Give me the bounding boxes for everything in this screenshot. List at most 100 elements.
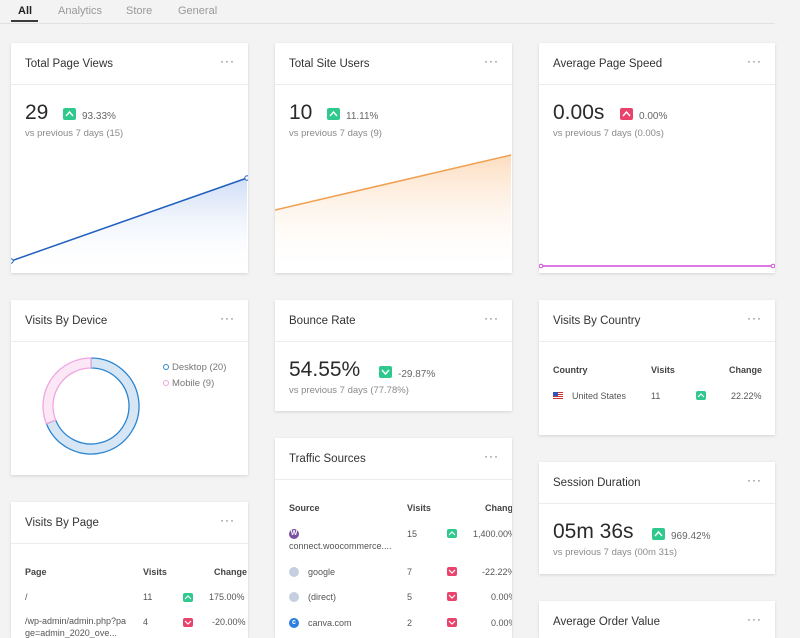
globe-icon (289, 567, 299, 577)
tab-general[interactable]: General (178, 5, 218, 17)
country-name: United States (572, 391, 627, 401)
more-options-icon[interactable]: ··· (220, 54, 235, 68)
country-visits: 11 (651, 391, 661, 401)
trend-up-icon (447, 529, 457, 538)
page-speed-comparison: vs previous 7 days (0.00s) (553, 128, 664, 139)
legend-mobile: Mobile (9) (163, 378, 214, 389)
card-title: Total Site Users (289, 58, 370, 70)
tab-bar: All Analytics Store General (0, 0, 775, 24)
country-change: 22.22% (731, 391, 762, 401)
total-page-views-card: Total Page Views ··· 29 93.33% vs previou… (11, 43, 248, 273)
more-options-icon[interactable]: ··· (484, 54, 499, 68)
visits-by-device-card: Visits By Device ··· Desktop (20) Mobile … (11, 300, 248, 475)
visits-by-page-card: Visits By Page ··· Page Visits Change / 1… (11, 502, 248, 638)
source-change: 0.00% (491, 618, 512, 628)
traffic-sources-card: Traffic Sources··· Source Visits Change … (275, 438, 512, 638)
more-options-icon[interactable]: ··· (484, 311, 499, 325)
source-name: google (308, 567, 336, 577)
trend-up-icon (620, 108, 633, 120)
session-duration-card: Session Duration ··· 05m 36s 969.42% vs p… (539, 462, 775, 574)
device-donut-chart (42, 357, 140, 455)
source-name: connect.woocommerce.... (289, 541, 392, 551)
card-title: Average Page Speed (553, 58, 663, 70)
change-column-header: Change (214, 567, 248, 577)
trend-up-icon (183, 593, 193, 602)
card-title: Average Order Value (553, 616, 660, 628)
session-duration-comparison: vs previous 7 days (00m 31s) (553, 547, 678, 558)
page-views-trend-chart (11, 175, 248, 273)
trend-up-icon (696, 391, 706, 400)
tab-all[interactable]: All (18, 5, 33, 17)
page-views-value: 29 (25, 101, 49, 124)
more-options-icon[interactable]: ··· (747, 311, 762, 325)
us-flag-icon (553, 392, 563, 399)
trend-down-icon (379, 366, 392, 378)
session-duration-value: 05m 36s (553, 520, 634, 543)
page-visits: 11 (143, 592, 153, 602)
bounce-rate-value: 54.55% (289, 358, 361, 381)
source-change: 0.00% (491, 592, 512, 602)
card-title: Visits By Page (25, 517, 99, 529)
source-visits: 2 (407, 618, 413, 628)
trend-down-icon (183, 618, 193, 627)
source-name: canva.com (308, 618, 352, 628)
source-visits: 15 (407, 529, 418, 539)
card-title: Traffic Sources (289, 453, 366, 465)
country-column-header: Country (553, 365, 588, 375)
page-speed-trend-chart (539, 263, 775, 269)
source-visits: 7 (407, 567, 413, 577)
average-order-value-card: Average Order Value ··· (539, 601, 775, 638)
page-path: /wp-admin/admin.php?page=admin_2020_ove.… (25, 616, 127, 638)
site-users-change: 11.11% (346, 111, 379, 122)
more-options-icon[interactable]: ··· (747, 612, 762, 626)
source-change: -22.22% (482, 567, 512, 577)
page-views-comparison: vs previous 7 days (15) (25, 128, 124, 139)
trend-up-icon (63, 108, 76, 120)
page-views-change: 93.33% (82, 111, 116, 122)
bounce-rate-comparison: vs previous 7 days (77.78%) (289, 385, 409, 396)
session-duration-change: 969.42% (671, 531, 711, 542)
woocommerce-icon: W (289, 529, 299, 539)
average-page-speed-card: Average Page Speed ··· 0.00s 0.00% vs pre… (539, 43, 775, 273)
more-options-icon[interactable]: ··· (747, 473, 762, 487)
card-title: Session Duration (553, 477, 641, 489)
active-tab-indicator (11, 20, 38, 22)
card-title: Total Page Views (25, 58, 114, 70)
site-users-trend-chart (275, 154, 512, 273)
more-options-icon[interactable]: ··· (484, 449, 499, 463)
card-title: Bounce Rate (289, 315, 356, 327)
globe-icon (289, 592, 299, 602)
legend-desktop: Desktop (20) (163, 362, 226, 373)
source-change: 1,400.00% (473, 529, 512, 539)
change-column-header: Change (729, 365, 763, 375)
page-column-header: Page (25, 567, 47, 577)
tab-store[interactable]: Store (126, 5, 153, 17)
more-options-icon[interactable]: ··· (220, 311, 235, 325)
card-title: Visits By Country (553, 315, 641, 327)
total-site-users-card: Total Site Users ··· 10 11.11% vs previou… (275, 43, 512, 273)
desktop-legend-dot (163, 364, 169, 370)
page-change: -20.00% (212, 617, 246, 627)
site-users-value: 10 (289, 101, 313, 124)
site-users-comparison: vs previous 7 days (9) (289, 128, 382, 139)
trend-up-icon (327, 108, 340, 120)
source-name: (direct) (308, 592, 337, 602)
change-column-header: Change (485, 503, 512, 513)
page-visits: 4 (143, 617, 149, 627)
trend-down-icon (447, 618, 457, 627)
page-path: / (25, 592, 28, 602)
more-options-icon[interactable]: ··· (220, 513, 235, 527)
visits-column-header: Visits (651, 365, 675, 375)
source-visits: 5 (407, 592, 413, 602)
tab-analytics[interactable]: Analytics (58, 5, 103, 17)
visits-column-header: Visits (407, 503, 431, 513)
card-title: Visits By Device (25, 315, 108, 327)
page-speed-change: 0.00% (639, 111, 668, 122)
canva-icon: c (289, 618, 299, 628)
mobile-slice (42, 357, 92, 425)
more-options-icon[interactable]: ··· (747, 54, 762, 68)
trend-down-icon (447, 567, 457, 576)
bounce-rate-card: Bounce Rate ··· 54.55% -29.87% vs previou… (275, 300, 512, 411)
page-speed-value: 0.00s (553, 101, 605, 124)
visits-column-header: Visits (143, 567, 167, 577)
